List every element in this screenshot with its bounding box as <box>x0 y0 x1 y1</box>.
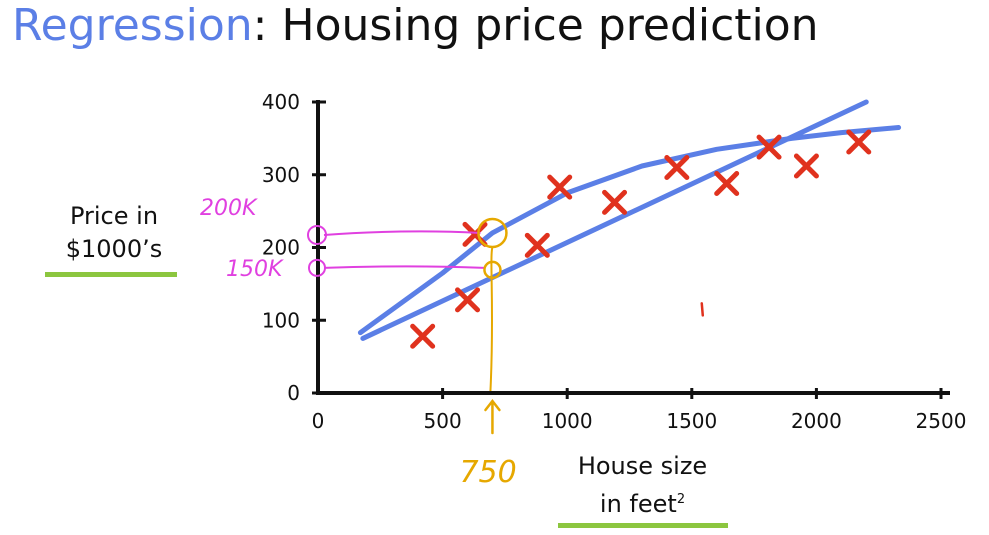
data-point-marker <box>524 232 550 258</box>
data-point-marker <box>602 189 628 215</box>
data-point-marker <box>547 174 573 200</box>
y-axis-label-line-2: $1000’s <box>65 235 163 263</box>
data-point-marker <box>664 154 690 180</box>
query-value-label: 750 <box>459 455 516 490</box>
data-point-marker <box>793 153 819 179</box>
curve-fit-line <box>357 125 902 336</box>
query-vertical-guide <box>489 246 494 392</box>
curve-prediction-point-circle <box>477 217 508 249</box>
line-prediction-label: 150K <box>226 257 284 282</box>
x-axis-label-underline <box>558 523 728 528</box>
data-point-marker <box>455 287 481 313</box>
y-axis-label: Price in $1000’s <box>44 200 184 266</box>
title-highlight: Regression <box>12 0 253 51</box>
x-axis-label-superscript: 2 <box>676 492 686 507</box>
curve-prediction-axis-circle <box>307 224 327 245</box>
query-arrow <box>484 398 501 435</box>
data-point-marker <box>756 134 782 160</box>
y-tick-label: 200 <box>262 236 300 260</box>
y-tick-label: 400 <box>262 90 300 114</box>
x-axis-label: House size in feet2 <box>560 450 725 521</box>
x-tick-label: 500 <box>424 409 462 433</box>
line-prediction-guide <box>323 265 485 269</box>
y-tick-label: 0 <box>287 381 300 405</box>
x-tick-label: 1500 <box>666 409 717 433</box>
x-axis-label-text: in feet <box>599 490 677 518</box>
line-prediction-point-circle <box>483 260 502 280</box>
y-axis-label-line-1: Price in <box>69 202 159 230</box>
curve-prediction-guide <box>323 230 481 236</box>
y-tick-label: 100 <box>262 308 300 332</box>
x-axis-label-line-2: in feet2 <box>560 483 725 521</box>
stray-pen-mark <box>700 302 705 317</box>
y-tick-label: 300 <box>262 163 300 187</box>
data-point-marker <box>846 129 872 155</box>
x-tick-label: 2000 <box>791 409 842 433</box>
y-axis-label-underline <box>45 272 177 277</box>
x-tick-label: 1000 <box>542 409 593 433</box>
x-axis-label-line-1: House size <box>577 452 708 480</box>
x-tick-label: 2500 <box>916 409 967 433</box>
line-prediction-axis-circle <box>308 258 326 277</box>
data-point-marker <box>410 323 436 349</box>
title-rest: : Housing price prediction <box>252 0 819 51</box>
page-title: Regression: Housing price prediction <box>12 0 819 52</box>
data-point-marker <box>714 170 740 196</box>
x-tick-label: 0 <box>312 409 325 433</box>
curve-prediction-label: 200K <box>200 196 258 221</box>
